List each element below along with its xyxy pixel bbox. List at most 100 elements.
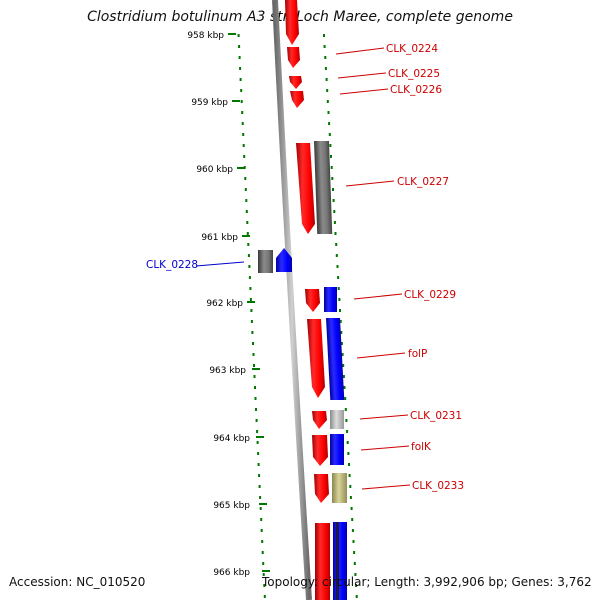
left-track-dot [263,595,266,598]
gene-clk-0229-partner[interactable] [324,287,337,312]
right-track-dot [350,507,353,510]
left-track-dot [255,408,257,411]
left-track-dot [245,210,248,213]
gene-clk-0234-partial[interactable] [315,523,330,600]
gene-label-clk-0231[interactable]: CLK_0231 [410,410,462,422]
right-track-dot [329,144,332,147]
right-track-dot [330,155,332,158]
gene-clk-0231-partner[interactable] [330,410,344,429]
scale-tick-962: 962 kbp [206,299,255,309]
scale-tick-963: 963 kbp [209,366,260,376]
right-track-dot [328,133,331,136]
left-track-dot [238,56,241,59]
scale-label-966: 966 kbp [213,568,250,578]
gene-label-clk-0225[interactable]: CLK_0225 [388,68,440,80]
gene-label-clk-0227[interactable]: CLK_0227 [397,176,449,188]
right-track-dot [353,562,356,565]
left-track-dot [262,562,265,565]
left-track-dot [250,320,253,323]
right-track-dot [348,474,351,477]
gene-label-folp[interactable]: folP [408,348,427,360]
gene-clk-0226-arrow[interactable] [290,91,304,108]
gene-clk-0228-partner[interactable] [258,250,273,273]
right-track-dot [348,463,350,466]
scale-tick-961: 961 kbp [201,233,250,243]
gene-clk-0223-arrow[interactable] [285,0,299,45]
right-track-dot [352,540,355,543]
right-track-dot [323,45,326,48]
left-track-dot [263,584,266,587]
left-track-dot [244,188,247,191]
gene-label-clk-0228[interactable]: CLK_0228 [146,259,198,271]
right-track-dot [342,375,345,378]
scale-label-965: 965 kbp [213,501,250,511]
right-track-dot [323,34,325,37]
right-track-dot [327,111,330,114]
scale-label-962: 962 kbp [206,299,243,309]
left-track-dot [238,45,241,48]
gene-clk-0224-arrow[interactable] [287,47,300,68]
right-track-dot [326,89,329,92]
gene-clk-0225-arrow[interactable] [289,76,302,89]
left-track-dot [245,199,248,202]
gene-clk-0229-arrow[interactable] [305,289,320,312]
gene-labels: CLK_0224 CLK_0225 CLK_0226 CLK_0227 CLK_… [146,43,464,492]
right-track-dot [343,386,346,389]
left-track-dot [247,243,250,246]
left-track-dot [261,551,264,554]
right-track-dot [326,100,329,103]
gene-features [258,0,347,600]
left-track-dot [258,474,261,477]
gene-clk-0231-arrow[interactable] [312,411,327,429]
gene-folp-arrow[interactable] [307,319,325,398]
left-track-dot [243,155,246,158]
gene-folp-partner[interactable] [326,318,345,400]
right-track-dot [339,320,342,323]
right-track-dot [353,551,356,554]
gene-clk-0233-partner[interactable] [332,473,347,503]
gene-clk-0228-arrow[interactable] [276,248,292,272]
gene-label-clk-0233[interactable]: CLK_0233 [412,480,464,492]
gene-folk-arrow[interactable] [312,435,328,466]
gene-label-clk-0224[interactable]: CLK_0224 [386,43,438,55]
scale-label-958: 958 kbp [187,31,224,41]
left-track-dot [248,276,251,279]
left-track-dot [253,375,256,378]
right-track-dot [347,452,350,455]
right-track-dot [332,199,335,202]
right-track-dot [349,496,352,499]
scale-tick-965: 965 kbp [213,501,267,511]
scale-label-961: 961 kbp [201,233,238,243]
map-title: Clostridium botulinum A3 str. Loch Maree… [87,9,513,25]
left-track-dot [258,485,261,488]
gene-clk-0227-partner[interactable] [314,141,333,234]
gene-clk-0234-partner-stripe [336,522,339,600]
right-track-dot [335,254,338,257]
left-track-dot [248,265,251,268]
gene-label-clk-0226[interactable]: CLK_0226 [390,84,442,96]
left-track-dot [246,221,249,224]
right-track-dot [334,232,337,235]
gene-clk-0227-arrow[interactable] [296,143,315,234]
right-track-dot [340,342,343,345]
right-track-dot [339,309,341,312]
right-track-dot [341,353,344,356]
left-track-dot [262,573,265,576]
tick-dots [237,34,358,598]
right-track-dot [346,430,349,433]
left-track-dot [261,540,264,543]
right-track-dot [349,485,352,488]
scale-tick-966: 966 kbp [213,568,270,578]
left-track-dot [256,441,259,444]
gene-clk-0233-arrow[interactable] [314,474,329,503]
gene-folk-partner[interactable] [330,434,344,465]
scale-bar: 958 kbp 959 kbp 960 kbp 961 kbp 962 kbp … [187,31,270,578]
gene-label-folk[interactable]: folK [411,441,432,453]
gene-label-clk-0229[interactable]: CLK_0229 [404,289,456,301]
genome-info-text: Topology: circular; Length: 3,992,906 bp… [262,575,592,589]
left-track-dot [241,111,244,114]
left-track-dot [251,331,254,334]
right-track-dot [355,584,358,587]
left-track-dot [242,144,245,147]
